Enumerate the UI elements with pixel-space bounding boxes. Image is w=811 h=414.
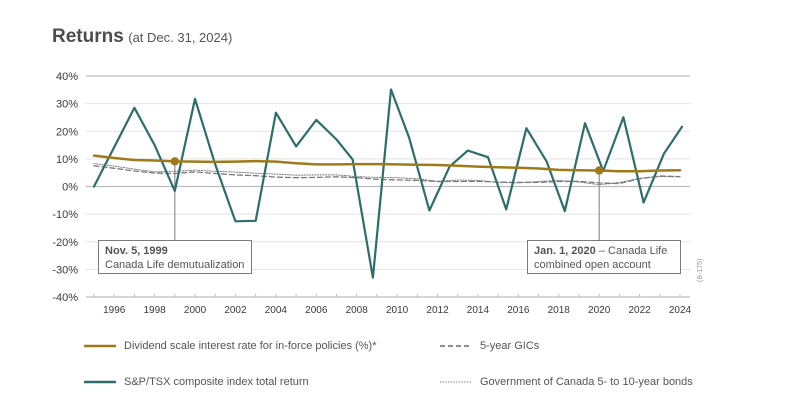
x-tick-label: 2012: [426, 305, 449, 316]
title-subtitle: (at Dec. 31, 2024): [128, 30, 233, 45]
y-tick-label: 0%: [62, 182, 78, 194]
x-axis: 1996 1998 2000 2002 2004 2006 2008 2010 2012 2014…: [93, 294, 692, 316]
legend-item-tsx: S&P/TSX composite index total return: [84, 376, 309, 388]
annotation-text-line1: – Canada Life: [598, 245, 668, 257]
x-tick-label: 2022: [628, 305, 651, 316]
annotation-demutualization: Nov. 5, 1999 Canada Life demutualization: [98, 240, 252, 274]
annotation-text: Canada Life demutualization: [105, 259, 245, 271]
x-tick-label: 2018: [548, 305, 571, 316]
legend-swatch-solid-gold: [84, 344, 116, 348]
legend-swatch-solid-teal: [84, 380, 116, 384]
x-tick-label: 2006: [305, 305, 328, 316]
x-tick-label: 1998: [143, 305, 166, 316]
x-tick-label: 2004: [265, 305, 288, 316]
annotation-leaders: [174, 161, 600, 240]
legend-label: Dividend scale interest rate for in-forc…: [124, 340, 377, 352]
legend-item-gic: 5-year GICs: [440, 340, 539, 352]
annotation-date: Nov. 5, 1999: [105, 245, 168, 257]
y-axis: 40% 30% 20% 10% 0% -10% -20% -30% -40%: [52, 71, 78, 304]
y-tick-label: -30%: [52, 264, 78, 276]
y-tick-label: 10%: [56, 154, 78, 166]
annotation-text-line2: combined open account: [534, 259, 651, 271]
annotation-marker: [594, 166, 604, 175]
y-tick-label: -20%: [52, 237, 78, 249]
y-tick-label: -40%: [52, 292, 78, 304]
legend-label: Government of Canada 5- to 10-year bonds: [480, 376, 693, 388]
x-tick-label: 2024: [669, 305, 692, 316]
annotation-markers: [170, 157, 604, 175]
series-line-bonds: [93, 163, 681, 186]
y-tick-label: 40%: [56, 71, 78, 83]
legend-item-dividend: Dividend scale interest rate for in-forc…: [84, 340, 377, 352]
legend-label: S&P/TSX composite index total return: [124, 376, 309, 388]
x-tick-label: 2002: [224, 305, 247, 316]
legend-swatch-dashed: [440, 345, 472, 347]
annotation-marker: [170, 157, 180, 166]
series-line-tsx: [92, 88, 684, 279]
series-line-dividend: [92, 154, 682, 173]
x-tick-label: 2010: [386, 305, 409, 316]
annotation-open-account: Jan. 1, 2020 – Canada Life combined open…: [527, 240, 681, 274]
figure-code: (B-175): [697, 258, 704, 282]
x-tick-label: 2008: [346, 305, 369, 316]
x-tick-label: 1996: [103, 305, 126, 316]
x-tick-label: 2020: [588, 305, 611, 316]
legend-swatch-dotted: [440, 381, 472, 383]
series-line-gic: [93, 165, 681, 185]
series-lines: [92, 88, 684, 279]
legend-item-bonds: Government of Canada 5- to 10-year bonds: [440, 376, 693, 388]
y-tick-label: 20%: [56, 126, 78, 138]
x-tick-label: 2016: [507, 305, 530, 316]
annotation-date: Jan. 1, 2020: [534, 245, 596, 257]
y-tick-label: -10%: [52, 209, 78, 221]
y-tick-label: 30%: [56, 99, 78, 111]
title-main: Returns: [52, 26, 124, 47]
legend-label: 5-year GICs: [480, 340, 540, 352]
x-tick-label: 2000: [184, 305, 207, 316]
x-tick-label: 2014: [467, 305, 490, 316]
chart-title: Returns (at Dec. 31, 2024): [52, 26, 232, 48]
